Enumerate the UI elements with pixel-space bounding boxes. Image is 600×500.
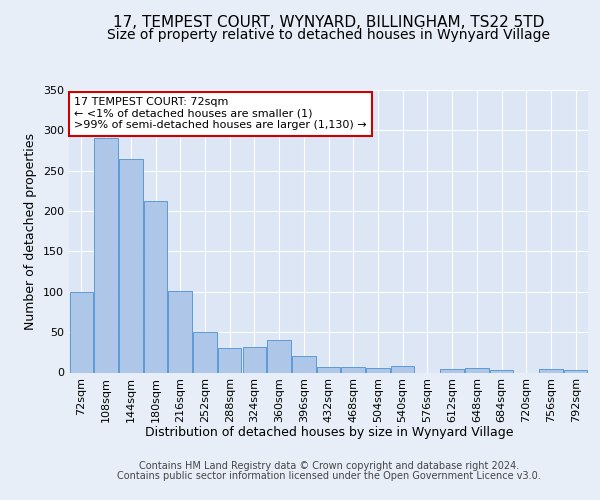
Bar — [564, 370, 587, 372]
Bar — [366, 368, 389, 372]
Bar — [465, 368, 488, 372]
Bar — [440, 370, 464, 372]
Bar — [119, 158, 143, 372]
Bar — [193, 332, 217, 372]
Bar — [268, 340, 291, 372]
Bar — [490, 370, 513, 372]
Bar — [144, 202, 167, 372]
Bar — [341, 367, 365, 372]
Text: Contains HM Land Registry data © Crown copyright and database right 2024.: Contains HM Land Registry data © Crown c… — [139, 461, 519, 471]
Bar — [292, 356, 316, 372]
Text: Contains public sector information licensed under the Open Government Licence v3: Contains public sector information licen… — [117, 471, 541, 481]
Bar — [218, 348, 241, 372]
Text: Size of property relative to detached houses in Wynyard Village: Size of property relative to detached ho… — [107, 28, 550, 42]
Bar — [242, 346, 266, 372]
Bar — [70, 292, 93, 372]
Text: 17 TEMPEST COURT: 72sqm
← <1% of detached houses are smaller (1)
>99% of semi-de: 17 TEMPEST COURT: 72sqm ← <1% of detache… — [74, 97, 367, 130]
Y-axis label: Number of detached properties: Number of detached properties — [25, 132, 37, 330]
Bar — [94, 138, 118, 372]
Text: 17, TEMPEST COURT, WYNYARD, BILLINGHAM, TS22 5TD: 17, TEMPEST COURT, WYNYARD, BILLINGHAM, … — [113, 15, 544, 30]
Bar — [391, 366, 415, 372]
Bar — [539, 370, 563, 372]
Bar — [169, 291, 192, 372]
Bar — [317, 367, 340, 372]
Text: Distribution of detached houses by size in Wynyard Village: Distribution of detached houses by size … — [145, 426, 513, 439]
